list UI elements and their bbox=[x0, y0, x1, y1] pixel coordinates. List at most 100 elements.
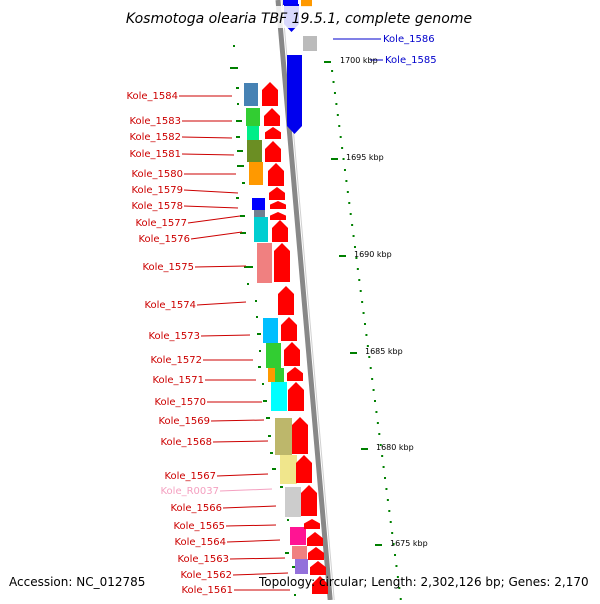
label-connector bbox=[232, 572, 289, 576]
scale-tick-mark bbox=[350, 352, 357, 354]
scale-dot bbox=[372, 389, 375, 391]
cog-block bbox=[244, 83, 258, 106]
scale-dot bbox=[358, 279, 361, 281]
scale-dot bbox=[396, 576, 399, 578]
cog-block bbox=[290, 527, 306, 545]
gc-tick bbox=[230, 67, 238, 69]
scale-dot bbox=[331, 70, 334, 72]
gene-label: Kole_1568 bbox=[160, 437, 212, 448]
plus-strand-arrow bbox=[274, 243, 290, 282]
cog-block bbox=[254, 217, 268, 242]
scale-dot bbox=[335, 103, 338, 105]
cog-block bbox=[254, 210, 265, 217]
scale-dot bbox=[338, 125, 341, 127]
label-connector bbox=[200, 334, 251, 337]
minus-strand-arrow bbox=[287, 55, 302, 134]
gc-tick bbox=[236, 136, 240, 138]
gc-tick bbox=[236, 87, 239, 89]
plus-strand-arrow bbox=[265, 141, 281, 162]
gene-label: Kole_1564 bbox=[174, 537, 226, 548]
scale-tick-mark bbox=[324, 61, 331, 63]
gene-label: Kole_1562 bbox=[180, 570, 232, 581]
gene-label: Kole_R0037 bbox=[160, 486, 219, 497]
gene-label: Kole_1577 bbox=[135, 218, 187, 229]
plus-strand-arrow bbox=[270, 212, 286, 220]
gc-tick bbox=[233, 45, 235, 47]
gene-label: Kole_1582 bbox=[129, 132, 181, 143]
scale-dot bbox=[395, 565, 398, 567]
label-connector bbox=[210, 419, 265, 422]
plus-strand-arrow bbox=[307, 532, 323, 546]
label-connector bbox=[194, 265, 247, 268]
cog-block bbox=[301, 0, 312, 7]
cog-block bbox=[292, 546, 307, 559]
gene-label: Kole_1580 bbox=[131, 169, 183, 180]
scale-dot bbox=[333, 92, 336, 94]
label-connector bbox=[226, 539, 281, 543]
cog-block-track bbox=[244, 0, 317, 574]
gc-tick bbox=[285, 552, 289, 554]
gc-tick bbox=[240, 215, 245, 217]
scale-dot bbox=[368, 356, 371, 358]
scale-dot bbox=[355, 257, 358, 259]
label-connector bbox=[219, 488, 273, 492]
scale-tick-mark bbox=[361, 448, 368, 450]
gene-label: Kole_1566 bbox=[170, 503, 222, 514]
gene-label: Kole_1563 bbox=[177, 554, 229, 565]
plus-strand-arrow bbox=[288, 382, 304, 411]
gc-tick bbox=[255, 300, 257, 302]
scale-dot bbox=[356, 268, 359, 270]
scale-dot bbox=[385, 488, 388, 490]
plus-strand-arrow bbox=[296, 455, 312, 483]
gc-tick bbox=[236, 120, 242, 122]
gene-label: Kole_1569 bbox=[158, 416, 210, 427]
scale-dot bbox=[376, 422, 379, 424]
scale-dot bbox=[398, 587, 401, 589]
scale-dot bbox=[391, 532, 394, 534]
scale-label: 1680 kbp bbox=[376, 443, 414, 452]
gene-label: Kole_1571 bbox=[152, 375, 204, 386]
gene-label: Kole_1579 bbox=[131, 185, 183, 196]
gene-label: Kole_1572 bbox=[150, 355, 202, 366]
label-connector bbox=[196, 301, 247, 306]
gc-tick bbox=[247, 283, 249, 285]
label-connector bbox=[212, 440, 269, 443]
cog-block bbox=[252, 198, 265, 210]
scale-dot bbox=[343, 169, 346, 171]
label-connector bbox=[190, 231, 243, 240]
scale-dot bbox=[378, 433, 381, 435]
scale-label-layer: 1700 kbp 1695 kbp 1690 kbp 1685 kbp 1680 kbp… bbox=[324, 56, 428, 548]
scale-dot bbox=[332, 81, 335, 83]
gene-label-layer: Kole_1584 Kole_1583 Kole_1582 Kole_1581 Kole… bbox=[126, 34, 436, 596]
gc-tick bbox=[259, 350, 261, 352]
gc-tick bbox=[240, 232, 246, 234]
gene-label: Kole_1570 bbox=[154, 397, 206, 408]
plus-strand-arrow bbox=[310, 561, 326, 575]
scale-dot bbox=[359, 290, 362, 292]
gc-tick bbox=[258, 366, 261, 368]
gene-label: Kole_1567 bbox=[164, 471, 216, 482]
plus-strand-arrow bbox=[272, 220, 288, 242]
gc-tick bbox=[237, 150, 243, 152]
gene-label: Kole_1573 bbox=[148, 331, 200, 342]
cog-block bbox=[263, 318, 278, 343]
gc-tick bbox=[272, 468, 276, 470]
gc-tick bbox=[236, 197, 239, 199]
scale-dot bbox=[348, 202, 351, 204]
cog-block bbox=[268, 368, 275, 382]
plus-strand-arrow bbox=[292, 417, 308, 454]
cog-block bbox=[275, 418, 292, 455]
scale-dot bbox=[342, 158, 345, 160]
scale-dot bbox=[362, 312, 365, 314]
gc-tick bbox=[242, 182, 245, 184]
plus-strand-arrow bbox=[265, 127, 281, 139]
scale-label: 1685 kbp bbox=[365, 347, 403, 356]
scale-label: 1675 kbp bbox=[390, 539, 428, 548]
plus-strand-arrow bbox=[270, 201, 286, 209]
label-connector bbox=[183, 189, 239, 194]
plus-strand-arrow bbox=[287, 367, 303, 381]
scale-tick-mark bbox=[331, 158, 338, 160]
gc-tick bbox=[292, 566, 295, 568]
scale-dot bbox=[388, 510, 391, 512]
